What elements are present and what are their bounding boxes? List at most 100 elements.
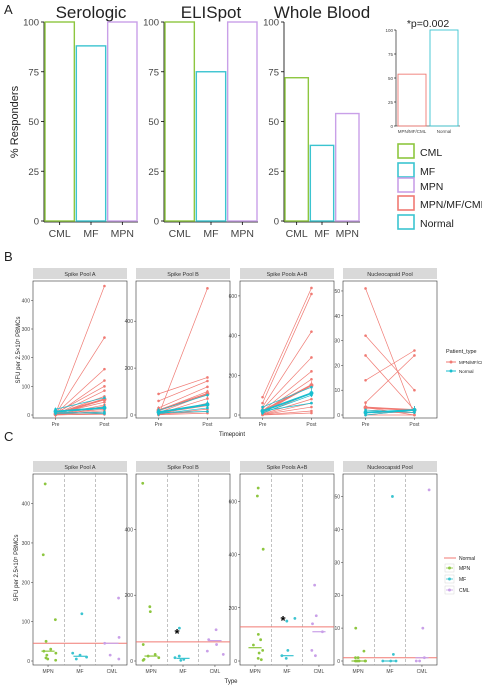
b-mean-point xyxy=(260,409,265,414)
c-point-mf xyxy=(71,651,75,655)
b-point-pre xyxy=(364,378,367,382)
b-line-MPN/MF/CML xyxy=(262,406,312,415)
facet-c-xticklabel: CML xyxy=(107,669,118,675)
legend-a-key-4 xyxy=(397,214,415,230)
b-point-post xyxy=(206,393,209,397)
b-mean-point xyxy=(53,409,58,414)
c-point-cml xyxy=(215,643,218,646)
b-point-post xyxy=(310,292,313,296)
legend-a-label-0: CML xyxy=(420,147,442,159)
b-mean-line-MPN/MF/CML xyxy=(262,384,312,412)
b-point-post xyxy=(206,379,209,383)
legend-a-key-1 xyxy=(397,162,415,178)
c-point-mf xyxy=(80,612,84,616)
panel-a-xticklabel: MF xyxy=(314,228,329,240)
legend-c-label-3: CML xyxy=(459,588,470,594)
legend-c-box-2 xyxy=(444,574,455,584)
strip-c-label-2: Spike Pools A+B xyxy=(267,465,308,471)
c-point-cml xyxy=(314,654,317,658)
c-point-mpn xyxy=(256,656,260,660)
b-line-MPN/MF/CML xyxy=(365,335,415,391)
b-line-MPN/MF/CML xyxy=(158,405,208,414)
b-line-MPN/MF/CML xyxy=(365,355,415,411)
strip-c-label-3: Nucleocapsid Pool xyxy=(367,465,413,471)
b-point-post xyxy=(103,284,106,288)
strip-b-0 xyxy=(33,268,127,279)
b-line-MPN/MF/CML xyxy=(365,355,415,403)
c-point-cml xyxy=(310,648,314,652)
significance-star-ab: * xyxy=(280,613,286,628)
legend-c-label-2: MF xyxy=(459,577,466,583)
b-point-post xyxy=(103,396,106,400)
facet-b-frame-1 xyxy=(135,280,231,419)
legend-a-label-1: MF xyxy=(420,166,435,178)
c-point-mpn xyxy=(49,647,53,651)
facet-b-yticklabel: 400 xyxy=(125,319,134,325)
b-mean-line-Normal xyxy=(365,409,415,414)
panel-a-yticklabel: 50 xyxy=(268,117,279,128)
facet-b-xticklabel: Pre xyxy=(155,422,163,428)
strip-b-label-0: Spike Pool A xyxy=(64,272,96,278)
facet-b-yticklabel: 200 xyxy=(22,356,31,362)
facet-b-xticklabel: Post xyxy=(409,422,420,428)
b-point-post xyxy=(310,411,313,415)
b-line-MPN/MF/CML xyxy=(158,412,208,416)
facet-b-yticklabel: 40 xyxy=(334,314,340,320)
panel-a-yticklabel: 100 xyxy=(143,18,159,29)
panel-a-xticklabel: MPN xyxy=(231,228,254,240)
panel-a-yticklabel: 25 xyxy=(268,167,279,178)
facet-c-frame-2 xyxy=(239,473,335,666)
panel-a-title-2: Whole Blood xyxy=(274,3,370,22)
c-point-cml xyxy=(214,628,218,632)
b-line-Normal xyxy=(158,407,208,415)
facet-c-yticklabel: 200 xyxy=(125,593,134,599)
panel-a-yticklabel: 75 xyxy=(268,67,279,78)
c-point-mf xyxy=(286,648,290,652)
facet-b-yticklabel: 0 xyxy=(130,413,133,419)
facet-b-xticklabel: Post xyxy=(99,422,110,428)
b-mean-line-Normal xyxy=(158,403,208,414)
c-point-cml xyxy=(427,488,431,492)
panel-a-yticklabel: 0 xyxy=(154,217,159,228)
facet-b-frame-3 xyxy=(342,280,438,419)
facet-b-xticklabel: Pre xyxy=(362,422,370,428)
b-point-post xyxy=(103,379,106,382)
facet-b-yticklabel: 0 xyxy=(234,413,237,419)
c-point-mpn xyxy=(54,651,58,655)
facet-c-yticklabel: 600 xyxy=(229,499,238,505)
legend-c-box-3 xyxy=(444,585,455,595)
b-line-MPN/MF/CML xyxy=(158,380,208,402)
bar-mpn-1 xyxy=(226,21,258,222)
inset-bar-1 xyxy=(429,29,459,127)
panel-a-yticklabel: 50 xyxy=(148,117,159,128)
panel-a-yticklabel: 75 xyxy=(28,67,39,78)
bar-mf-1 xyxy=(195,71,227,222)
c-point-cml xyxy=(117,635,121,639)
c-point-mpn xyxy=(252,643,255,647)
legend-b-label-1: Normal xyxy=(459,369,474,374)
c-point-mpn xyxy=(255,494,259,498)
strip-c-label-0: Spike Pool A xyxy=(64,465,96,471)
b-line-MPN/MF/CML xyxy=(262,402,312,415)
b-line-MPN/MF/CML xyxy=(262,331,312,408)
b-line-MPN/MF/CML xyxy=(55,386,105,414)
c-point-mpn xyxy=(45,653,49,657)
strip-b-label-2: Spike Pools A+B xyxy=(267,272,308,278)
panel-a-xticklabel: CML xyxy=(49,228,71,240)
panel-a-title-0: Serologic xyxy=(56,3,127,22)
b-line-MPN/MF/CML xyxy=(55,368,105,415)
legend-a-key-3 xyxy=(397,195,415,211)
c-point-mf xyxy=(74,657,78,661)
panel-c-xlabel: Type xyxy=(224,679,238,685)
facet-c-yticklabel: 0 xyxy=(234,659,237,665)
b-line-MPN/MF/CML xyxy=(158,288,208,416)
b-point-post xyxy=(310,370,313,373)
c-point-mpn xyxy=(141,643,145,646)
facet-c-frame-1 xyxy=(135,473,231,666)
b-point-post xyxy=(103,367,106,371)
facet-c-yticklabel: 300 xyxy=(22,541,31,547)
panel-a-yticklabel: 0 xyxy=(274,217,279,228)
b-point-post xyxy=(206,287,209,290)
c-point-mpn xyxy=(364,659,367,663)
inset-yticklabel: 75 xyxy=(388,52,394,57)
